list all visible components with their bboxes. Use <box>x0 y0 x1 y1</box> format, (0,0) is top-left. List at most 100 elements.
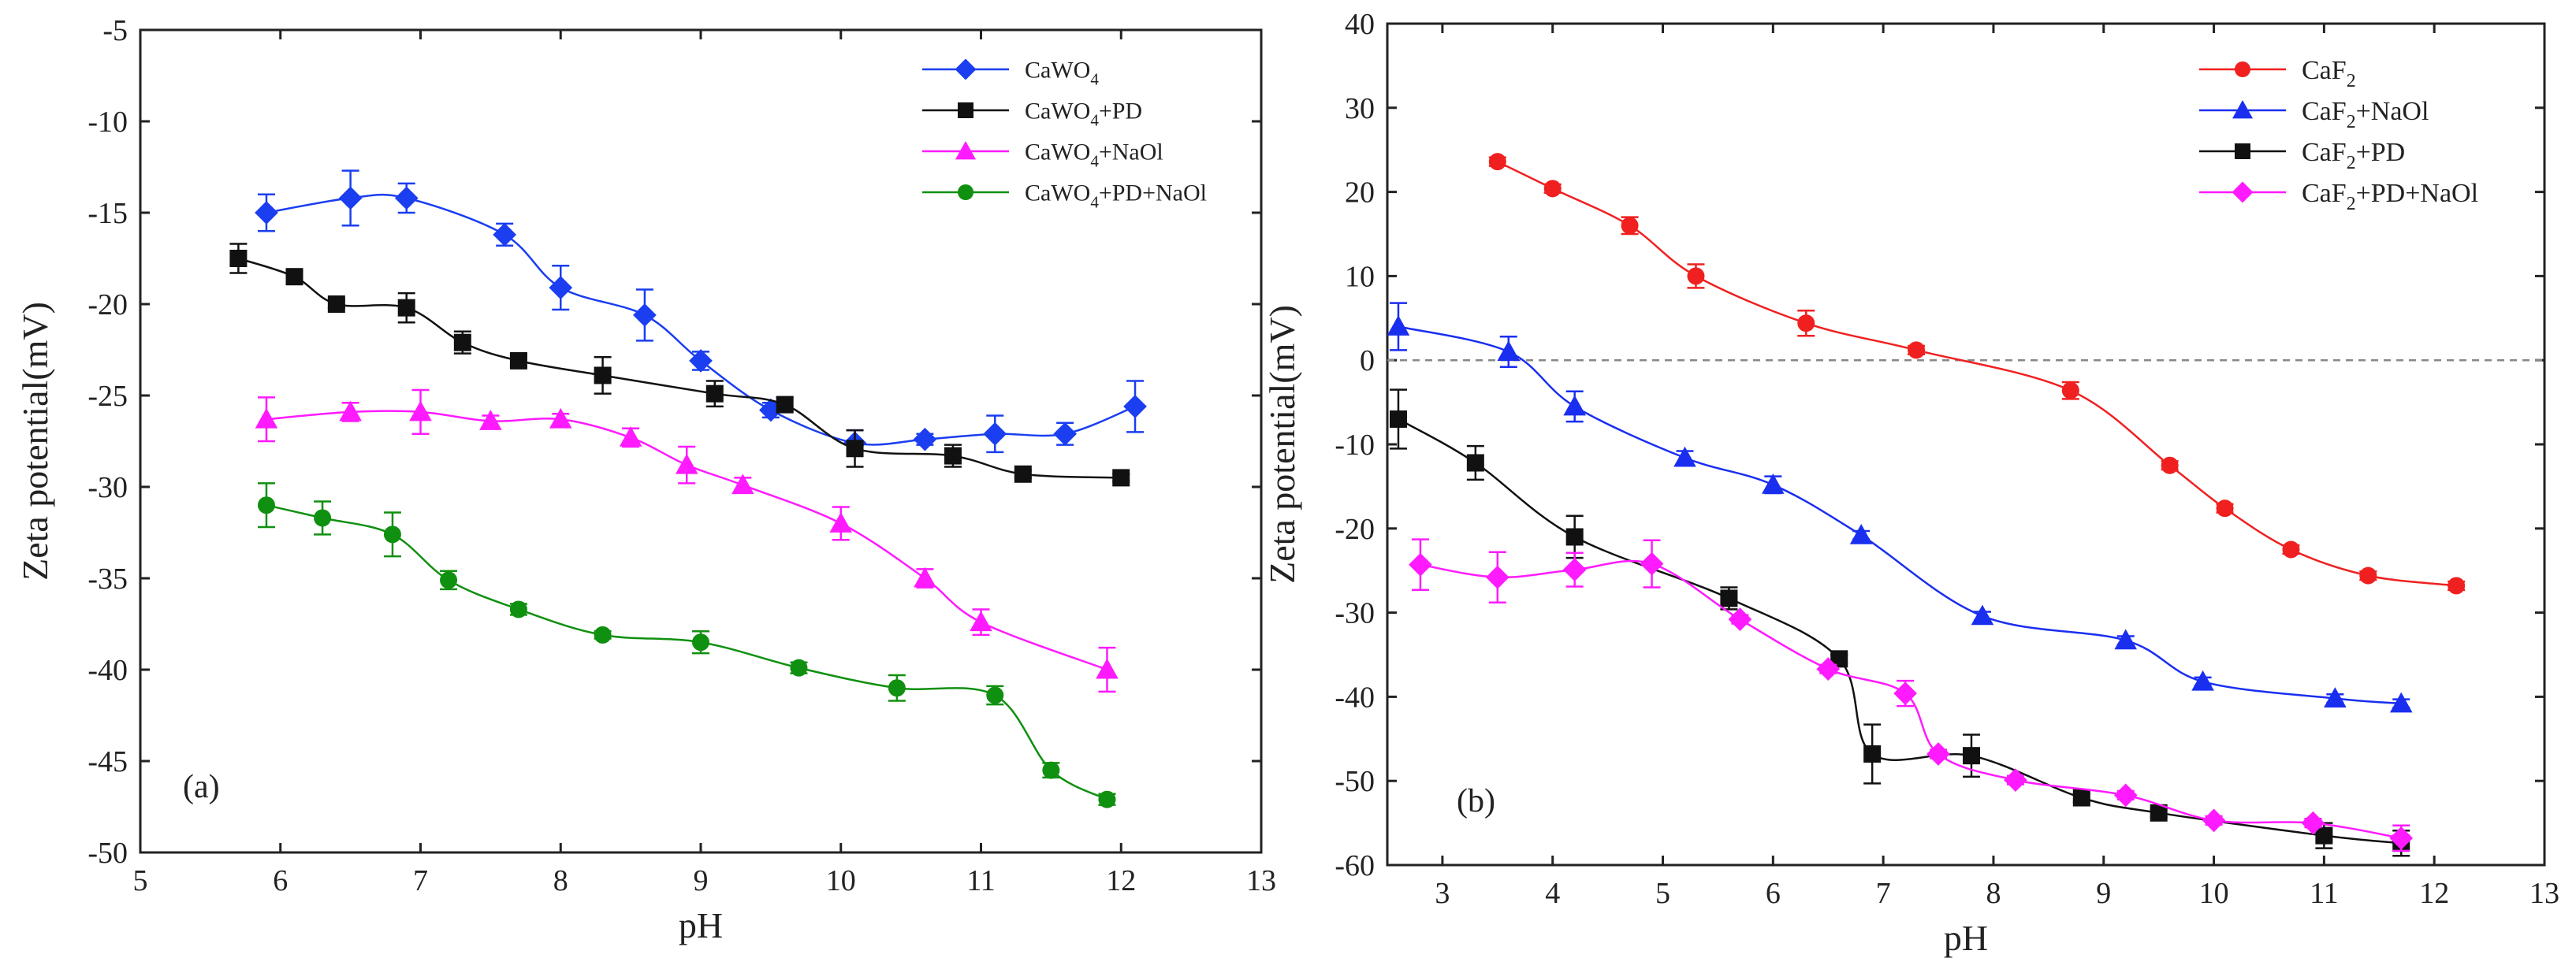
panel-a-data-point <box>397 299 415 317</box>
panel-b-y-tick-label: -40 <box>1335 681 1375 714</box>
panel-a-data-point <box>705 384 724 403</box>
panel-b-chart: 3 4 5 6 7 8 9 10 11 12 13 40 30 20 10 0 -10 -20 -30 -40 -50 -… <box>1262 8 2559 958</box>
panel-b-legend-label: CaF2+PD+NaOl <box>2302 179 2478 214</box>
panel-a-data-point <box>1123 395 1147 418</box>
panel-b-data-point <box>2389 826 2414 850</box>
panel-a-data-point <box>509 351 527 370</box>
panel-b-data-point <box>2216 499 2234 518</box>
panel-b-data-point <box>1387 315 1410 336</box>
panel-a-data-point <box>846 440 864 458</box>
panel-b-series-line <box>1497 161 2457 587</box>
panel-b-series-0 <box>1488 153 2466 595</box>
panel-b-data-point <box>1893 681 1917 705</box>
panel-a-series-line <box>266 193 1136 446</box>
panel-a-y-tick-label: -25 <box>87 380 128 413</box>
panel-a-data-point <box>1096 658 1119 679</box>
panel-a-data-point <box>229 250 248 267</box>
panel-a-data-point <box>1112 469 1130 487</box>
panel-b-data-point <box>1926 742 1950 766</box>
panel-a-panel-label: (a) <box>183 769 220 805</box>
panel-a-data-point <box>731 474 754 495</box>
panel-a-x-axis-label: pH <box>679 905 723 945</box>
panel-b-data-point <box>1962 747 1980 765</box>
panel-a-legend-marker <box>955 141 976 160</box>
panel-b-data-point <box>2113 783 2138 808</box>
panel-b-legend-label: CaF2 <box>2302 56 2356 91</box>
panel-b-data-point <box>1830 650 1848 668</box>
panel-a-x-tick-label: 8 <box>553 864 568 897</box>
panel-a-x-tick-label: 13 <box>1246 864 1276 897</box>
panel-b-x-axis-label: pH <box>1944 918 1988 958</box>
panel-a-data-point <box>1098 790 1116 808</box>
panel-b-data-point <box>1621 217 1639 235</box>
panel-a-data-point <box>453 333 471 351</box>
panel-b-series-2 <box>1389 388 2410 857</box>
panel-a-x-tick-label: 7 <box>413 864 428 897</box>
panel-a-data-point <box>493 222 516 247</box>
panel-b-y-tick-label: 30 <box>1345 92 1375 125</box>
panel-a-data-point <box>829 512 853 533</box>
panel-a-series-1 <box>229 243 1130 487</box>
panel-a-data-point <box>257 496 275 514</box>
panel-a-data-point <box>394 186 419 210</box>
panel-a-y-axis-label: Zeta potential(mV) <box>15 302 55 581</box>
panel-b-data-point <box>2324 687 2347 707</box>
panel-b-data-point <box>1563 395 1586 416</box>
panel-b-data-point <box>2389 692 2413 713</box>
panel-a-data-point <box>986 686 1004 704</box>
panel-b-x-tick-label: 6 <box>1766 877 1781 910</box>
panel-b-x-tick-label: 10 <box>2199 877 2229 910</box>
panel-b-series-3 <box>1409 538 2414 852</box>
panel-a-data-point <box>619 426 642 447</box>
panel-b-x-tick-label: 8 <box>1986 877 2001 910</box>
panel-a-data-point <box>440 571 458 589</box>
panel-b-y-tick-label: -20 <box>1335 513 1375 546</box>
panel-a-series-3 <box>257 482 1116 808</box>
panel-a-data-point <box>790 659 808 677</box>
panel-a-data-point <box>776 396 794 414</box>
panel-a-data-point <box>692 633 709 652</box>
panel-a-data-point <box>913 427 937 451</box>
panel-b-y-tick-label: -50 <box>1335 765 1375 798</box>
panel-b-data-point <box>1640 551 1664 576</box>
panel-b-data-point <box>1849 524 1873 544</box>
panel-b-data-point <box>1720 589 1738 607</box>
panel-b-data-point <box>2202 808 2226 833</box>
panel-a-x-tick-label: 6 <box>273 864 288 897</box>
panel-a-legend-label: CaWO4+NaOl <box>1025 139 1163 171</box>
panel-a-data-point <box>327 295 345 313</box>
panel-b-y-tick-label: -10 <box>1335 429 1375 462</box>
panel-a-x-tick-label: 10 <box>826 864 856 897</box>
panel-b-x-tick-label: 9 <box>2096 877 2111 910</box>
panel-b-data-point <box>2150 804 2168 822</box>
panel-b-data-point <box>2004 768 2027 792</box>
panel-a-data-point <box>594 366 612 384</box>
panel-b-data-point <box>1565 528 1584 546</box>
panel-b-x-tick-label: 12 <box>2419 877 2449 910</box>
panel-a-y-tick-label: -10 <box>87 106 128 139</box>
panel-b-data-point <box>2114 629 2138 650</box>
panel-b-data-point <box>1488 153 1506 171</box>
panel-a-data-point <box>1014 465 1032 483</box>
panel-b-y-tick-label: 0 <box>1360 344 1375 377</box>
panel-a-x-tick-label: 9 <box>694 864 709 897</box>
panel-a-data-point <box>479 410 502 430</box>
panel-b-data-point <box>2061 381 2079 399</box>
panel-a-y-tick-label: -30 <box>87 471 128 504</box>
panel-b-x-tick-label: 11 <box>2310 877 2339 910</box>
panel-a-data-point <box>314 509 332 527</box>
panel-a-data-point <box>255 407 278 429</box>
panel-b-data-point <box>1543 180 1562 198</box>
panel-b-data-point <box>1816 657 1841 681</box>
panel-b-x-tick-label: 4 <box>1545 877 1560 910</box>
panel-a-data-point <box>509 600 527 618</box>
panel-b-series-line <box>1398 325 2402 705</box>
panel-a-legend-marker <box>955 58 977 80</box>
panel-a-data-point <box>338 186 363 210</box>
panel-a-legend-marker <box>958 102 973 118</box>
panel-a-data-point <box>549 407 572 429</box>
panel-a-data-point <box>633 303 657 327</box>
panel-a-data-point <box>689 349 713 373</box>
panel-a-data-point <box>914 566 936 588</box>
